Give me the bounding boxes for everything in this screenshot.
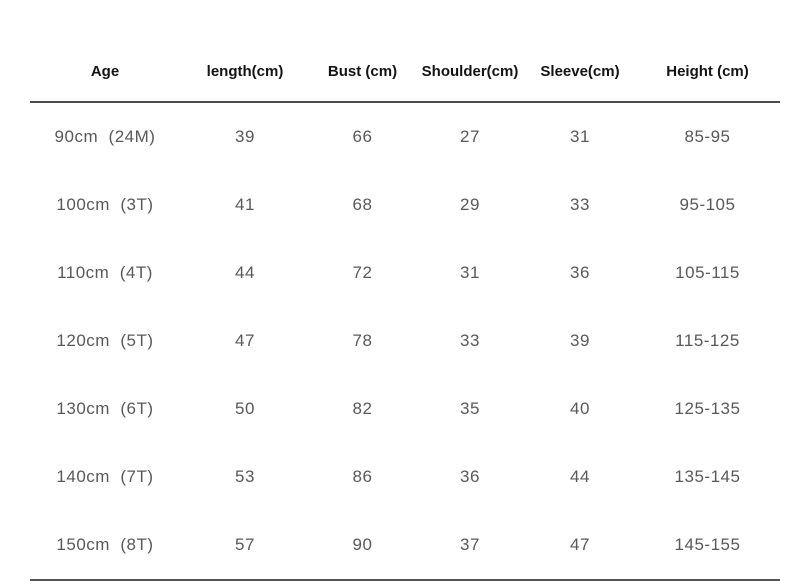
- cell-length: 41: [235, 195, 255, 214]
- cell-length: 50: [235, 399, 255, 418]
- cell-age: 90cm (24M): [54, 127, 156, 146]
- cell-shoulder: 29: [460, 195, 480, 214]
- table-row: 90cm (24M) 39 66 27 31 85-95: [30, 102, 780, 171]
- cell-height: 115-125: [675, 331, 740, 350]
- cell-length: 57: [235, 535, 255, 554]
- cell-age: 110cm (4T): [57, 263, 153, 282]
- cell-bust: 82: [352, 399, 373, 418]
- column-header-age: Age: [90, 62, 120, 80]
- cell-height: 135-145: [674, 467, 741, 486]
- cell-length: 44: [235, 263, 255, 282]
- cell-bust: 86: [352, 467, 373, 486]
- column-header-sleeve: Sleeve(cm): [540, 62, 620, 80]
- table-header: Age length(cm) Bust (cm) Shoulder(cm) Sl…: [30, 0, 780, 102]
- cell-height: 145-155: [674, 535, 741, 554]
- cell-height: 125-135: [674, 399, 741, 418]
- cell-shoulder: 35: [460, 399, 480, 418]
- table-row: 110cm (4T) 44 72 31 36 105-115: [30, 239, 780, 307]
- column-header-height: Height (cm): [666, 62, 749, 80]
- cell-shoulder: 31: [460, 263, 480, 282]
- cell-sleeve: 31: [570, 127, 590, 146]
- cell-sleeve: 33: [570, 195, 590, 214]
- table-row: 130cm (6T) 50 82 35 40 125-135: [30, 375, 780, 443]
- cell-age: 100cm (3T): [56, 195, 154, 214]
- table-row: 150cm (8T) 57 90 37 47 145-155: [30, 511, 780, 580]
- cell-shoulder: 36: [460, 467, 480, 486]
- cell-sleeve: 44: [570, 467, 590, 486]
- cell-age: 130cm (6T): [56, 399, 154, 418]
- cell-age: 150cm (8T): [56, 535, 154, 554]
- cell-shoulder: 37: [460, 535, 480, 554]
- table-row: 120cm (5T) 47 78 33 39 115-125: [30, 307, 780, 375]
- column-header-bust: Bust (cm): [327, 62, 398, 80]
- cell-sleeve: 47: [570, 535, 590, 554]
- cell-height: 105-115: [675, 263, 740, 282]
- cell-length: 39: [235, 127, 255, 146]
- cell-sleeve: 36: [570, 263, 590, 282]
- cell-length: 53: [235, 467, 255, 486]
- cell-bust: 72: [352, 263, 373, 282]
- cell-sleeve: 39: [570, 331, 590, 350]
- cell-age: 140cm (7T): [56, 467, 154, 486]
- cell-length: 47: [235, 331, 255, 350]
- column-header-shoulder: Shoulder(cm): [421, 62, 519, 80]
- cell-shoulder: 33: [460, 331, 480, 350]
- table-row: 140cm (7T) 53 86 36 44 135-145: [30, 443, 780, 511]
- cell-bust: 66: [352, 127, 373, 146]
- header-row: Age length(cm) Bust (cm) Shoulder(cm) Sl…: [30, 0, 780, 102]
- cell-sleeve: 40: [570, 399, 590, 418]
- cell-bust: 78: [352, 331, 373, 350]
- cell-bust: 68: [352, 195, 373, 214]
- cell-age: 120cm (5T): [56, 331, 154, 350]
- cell-shoulder: 27: [460, 127, 480, 146]
- size-chart-table: Age length(cm) Bust (cm) Shoulder(cm) Sl…: [30, 0, 780, 581]
- cell-height: 95-105: [679, 195, 736, 214]
- column-header-length: length(cm): [206, 62, 284, 80]
- table-row: 100cm (3T) 41 68 29 33 95-105: [30, 171, 780, 239]
- cell-height: 85-95: [684, 127, 731, 146]
- table-body: 90cm (24M) 39 66 27 31 85-95 100cm (3T) 41 68 29 3…: [30, 102, 780, 580]
- cell-bust: 90: [352, 535, 373, 554]
